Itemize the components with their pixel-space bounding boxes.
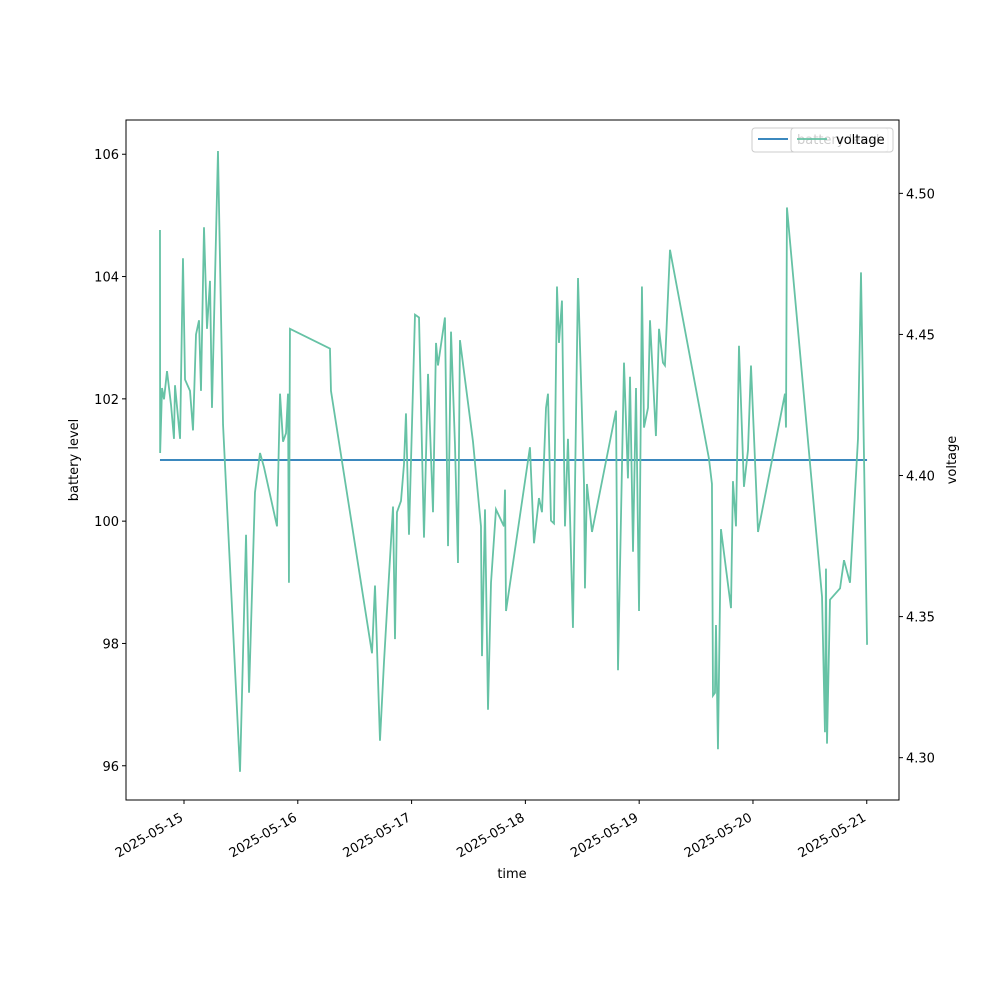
y2-axis-label: voltage [945, 436, 960, 485]
axes-frame [125, 119, 900, 801]
legend-label: voltage [836, 133, 885, 148]
y2-tick-label: 4.30 [906, 752, 935, 767]
y-tick-label: 96 [102, 760, 119, 775]
legend-box [790, 127, 894, 153]
y2-tick-label: 4.45 [906, 328, 935, 343]
y-tick-label: 106 [94, 148, 119, 163]
series-line [159, 151, 868, 772]
plot-area [159, 151, 868, 772]
y-tick-label: 102 [94, 393, 119, 408]
y2-tick-label: 4.40 [906, 470, 935, 485]
y-axis-label: battery level [67, 419, 82, 502]
y-tick-label: 104 [94, 271, 119, 286]
y-tick-label: 98 [102, 637, 119, 652]
y-tick-label: 100 [94, 515, 119, 530]
y2-tick-label: 4.35 [906, 611, 935, 626]
y2-tick-label: 4.50 [906, 187, 935, 202]
x-axis-label: time [497, 867, 526, 882]
